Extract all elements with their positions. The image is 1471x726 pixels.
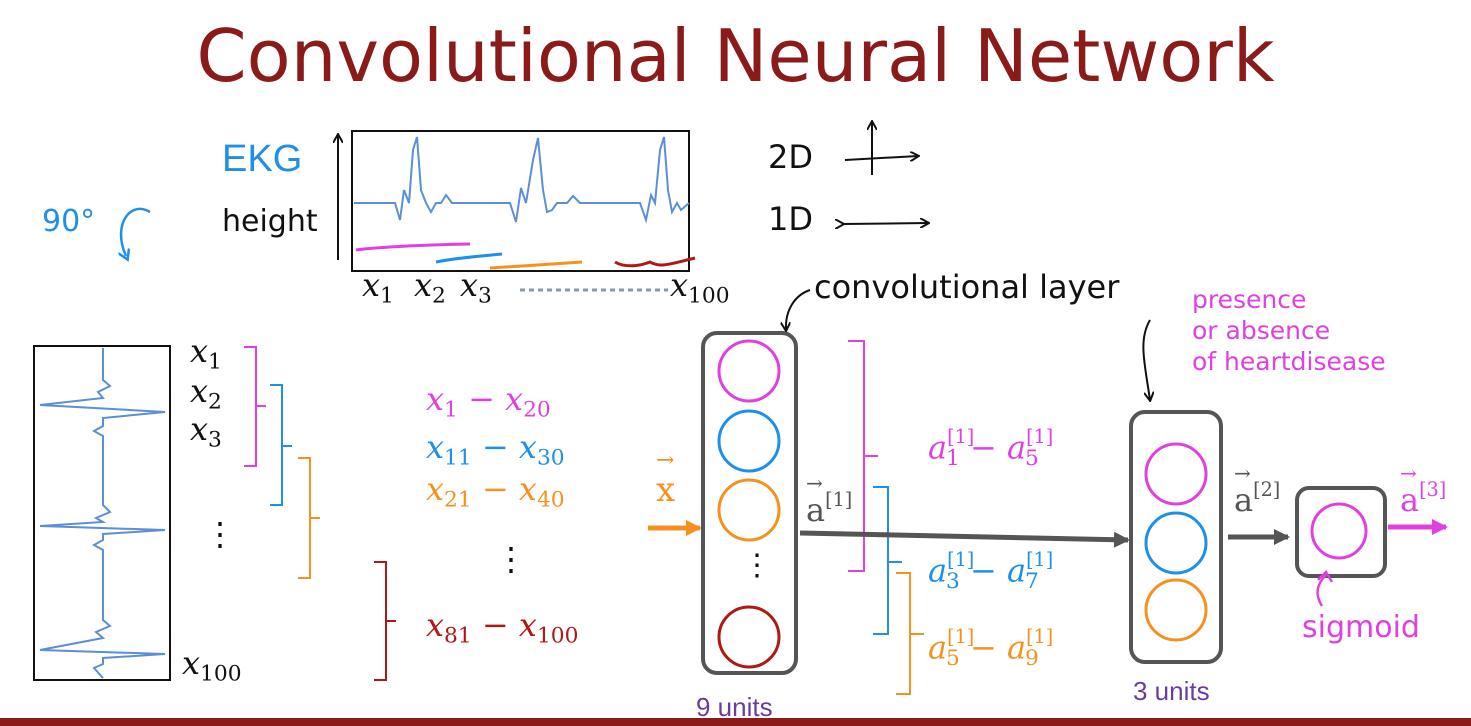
1d-label: 1D [768,200,813,238]
presence-line-1: presence [1192,285,1307,314]
vdots-conv: ⋮ [742,549,772,582]
window-segment-3 [489,260,583,270]
rotate-arrow [121,207,151,256]
conv-unit-2 [717,409,781,473]
2d-right-arrow [844,156,918,160]
conv-label-arrow [786,289,811,330]
range-label-2: x11 − x30 [426,428,565,471]
output-unit [1310,502,1368,560]
conv-layer-box [701,331,798,675]
dense-layer-box [1129,410,1223,664]
ekg-box-vertical [33,345,171,681]
x2-top-label: x2 [414,266,446,309]
output-box [1295,486,1387,578]
bracket-blue-left [270,384,292,506]
presence-note: presence or absence of heartdisease [1192,284,1386,377]
a3-label: → a[3] [1400,461,1447,520]
range-label-3: x21 − x40 [426,470,565,513]
a1-label: → a[1] [806,471,853,530]
x2-left-label: x2 [190,372,222,415]
bottom-rule [0,718,1471,726]
activation-label-3: a[1]5 − a[1]9 [928,625,1054,671]
x3-top-label: x3 [460,266,492,309]
a2-label: → a[2] [1234,461,1281,520]
bracket-magenta-right [848,340,878,572]
ekg-trace-vertical [39,348,166,679]
window-segment-2 [435,252,503,264]
presence-line-2: or absence [1192,316,1331,345]
bracket-orange-left [298,457,320,579]
ekg-label: EKG [222,138,303,180]
x100-top-label: x100 [670,266,730,309]
bracket-darkred-left [374,561,396,681]
x1-left-label: x1 [190,332,222,375]
dense-label-arrow [1142,319,1150,400]
bracket-orange-right [896,572,924,695]
bracket-magenta-left [244,346,266,467]
conv-unit-9 [717,605,781,669]
sigmoid-label: sigmoid [1302,610,1420,645]
sigmoid-arrow [1316,574,1327,607]
units-3-label: 3 units [1133,676,1210,706]
conv-unit-3 [717,478,781,542]
range-label-4: x81 − x100 [426,606,579,649]
ekg-trace-horizontal [354,136,690,224]
rotate-label: 90° [42,204,96,239]
2d-label: 2D [768,138,813,176]
x3-left-label: x3 [190,410,222,453]
range-label-1: x1 − x20 [426,380,551,423]
dense-unit-3 [1144,578,1208,642]
window-segment-1 [355,242,471,252]
dense-unit-2 [1144,511,1208,575]
height-label: height [222,204,318,239]
vdots-left: ⋮ [204,516,236,552]
vdots-middle: ⋮ [495,541,527,577]
bracket-blue-right [873,486,902,635]
window-segment-last [614,256,696,268]
x100-left-label: x100 [182,644,242,687]
conv-layer-label: convolutional layer [814,268,1120,306]
activation-label-1: a[1]1 − a[1]5 [928,425,1054,471]
1d-arrow [843,223,928,224]
dense-unit-1 [1144,442,1208,506]
a1-arrow [799,530,1130,548]
x1-top-label: x1 [362,266,394,309]
conv-unit-1 [717,339,781,403]
units-9-label: 9 units [696,692,773,722]
input-x-label: → x [656,448,676,510]
sigmoid-arrowhead [1317,569,1334,583]
presence-line-3: of heartdisease [1192,347,1386,376]
page-title: Convolutional Neural Network [196,14,1275,98]
activation-label-2: a[1]3 − a[1]7 [928,548,1054,594]
